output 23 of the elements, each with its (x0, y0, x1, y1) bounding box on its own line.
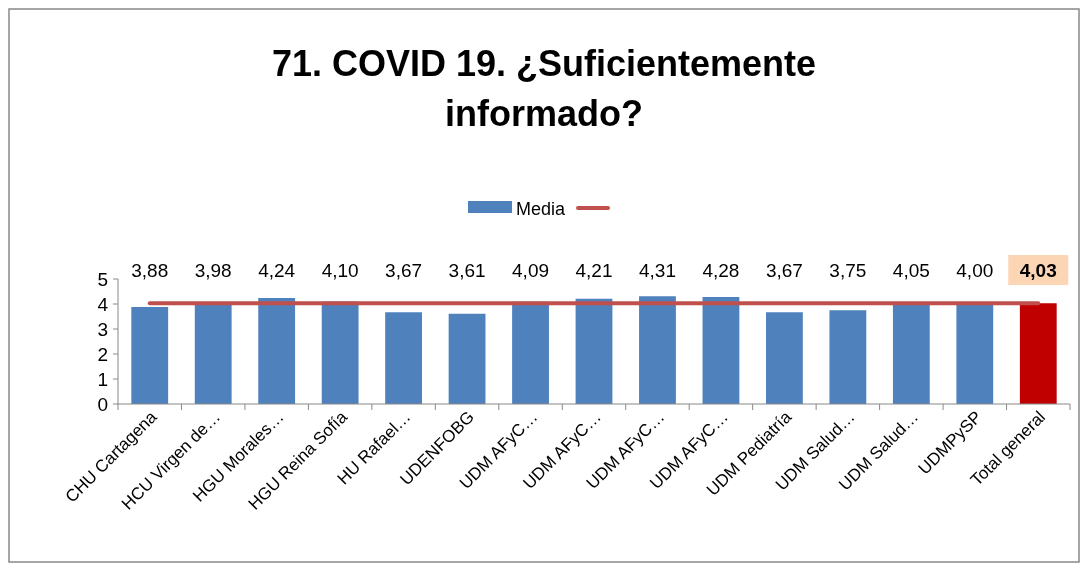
data-label: 4,24 (258, 260, 296, 281)
data-label: 3,67 (765, 260, 803, 281)
data-label: 4,31 (638, 260, 676, 281)
data-label: 4,21 (575, 260, 613, 281)
y-tick-label: 0 (97, 393, 108, 415)
data-label: 4,00 (956, 260, 994, 281)
y-tick-label: 2 (97, 343, 108, 365)
legend-label: Media (516, 199, 567, 219)
data-label: 3,75 (829, 260, 867, 281)
y-tick-label: 4 (97, 293, 109, 315)
data-label: 4,28 (702, 260, 740, 281)
data-label: 4,03 (1019, 260, 1057, 281)
data-label: 3,98 (194, 260, 232, 281)
chart-title: 71. COVID 19. ¿Suficientemente informado? (271, 43, 817, 134)
data-label: 4,05 (892, 260, 930, 281)
data-label: 3,61 (448, 260, 486, 281)
data-label: 3,67 (385, 260, 423, 281)
y-tick-label: 1 (97, 368, 108, 390)
y-tick-label: 5 (97, 268, 108, 290)
data-label: 3,88 (131, 260, 169, 281)
data-label: 4,09 (512, 260, 550, 281)
data-label: 4,10 (321, 260, 359, 281)
y-tick-label: 3 (97, 318, 108, 340)
